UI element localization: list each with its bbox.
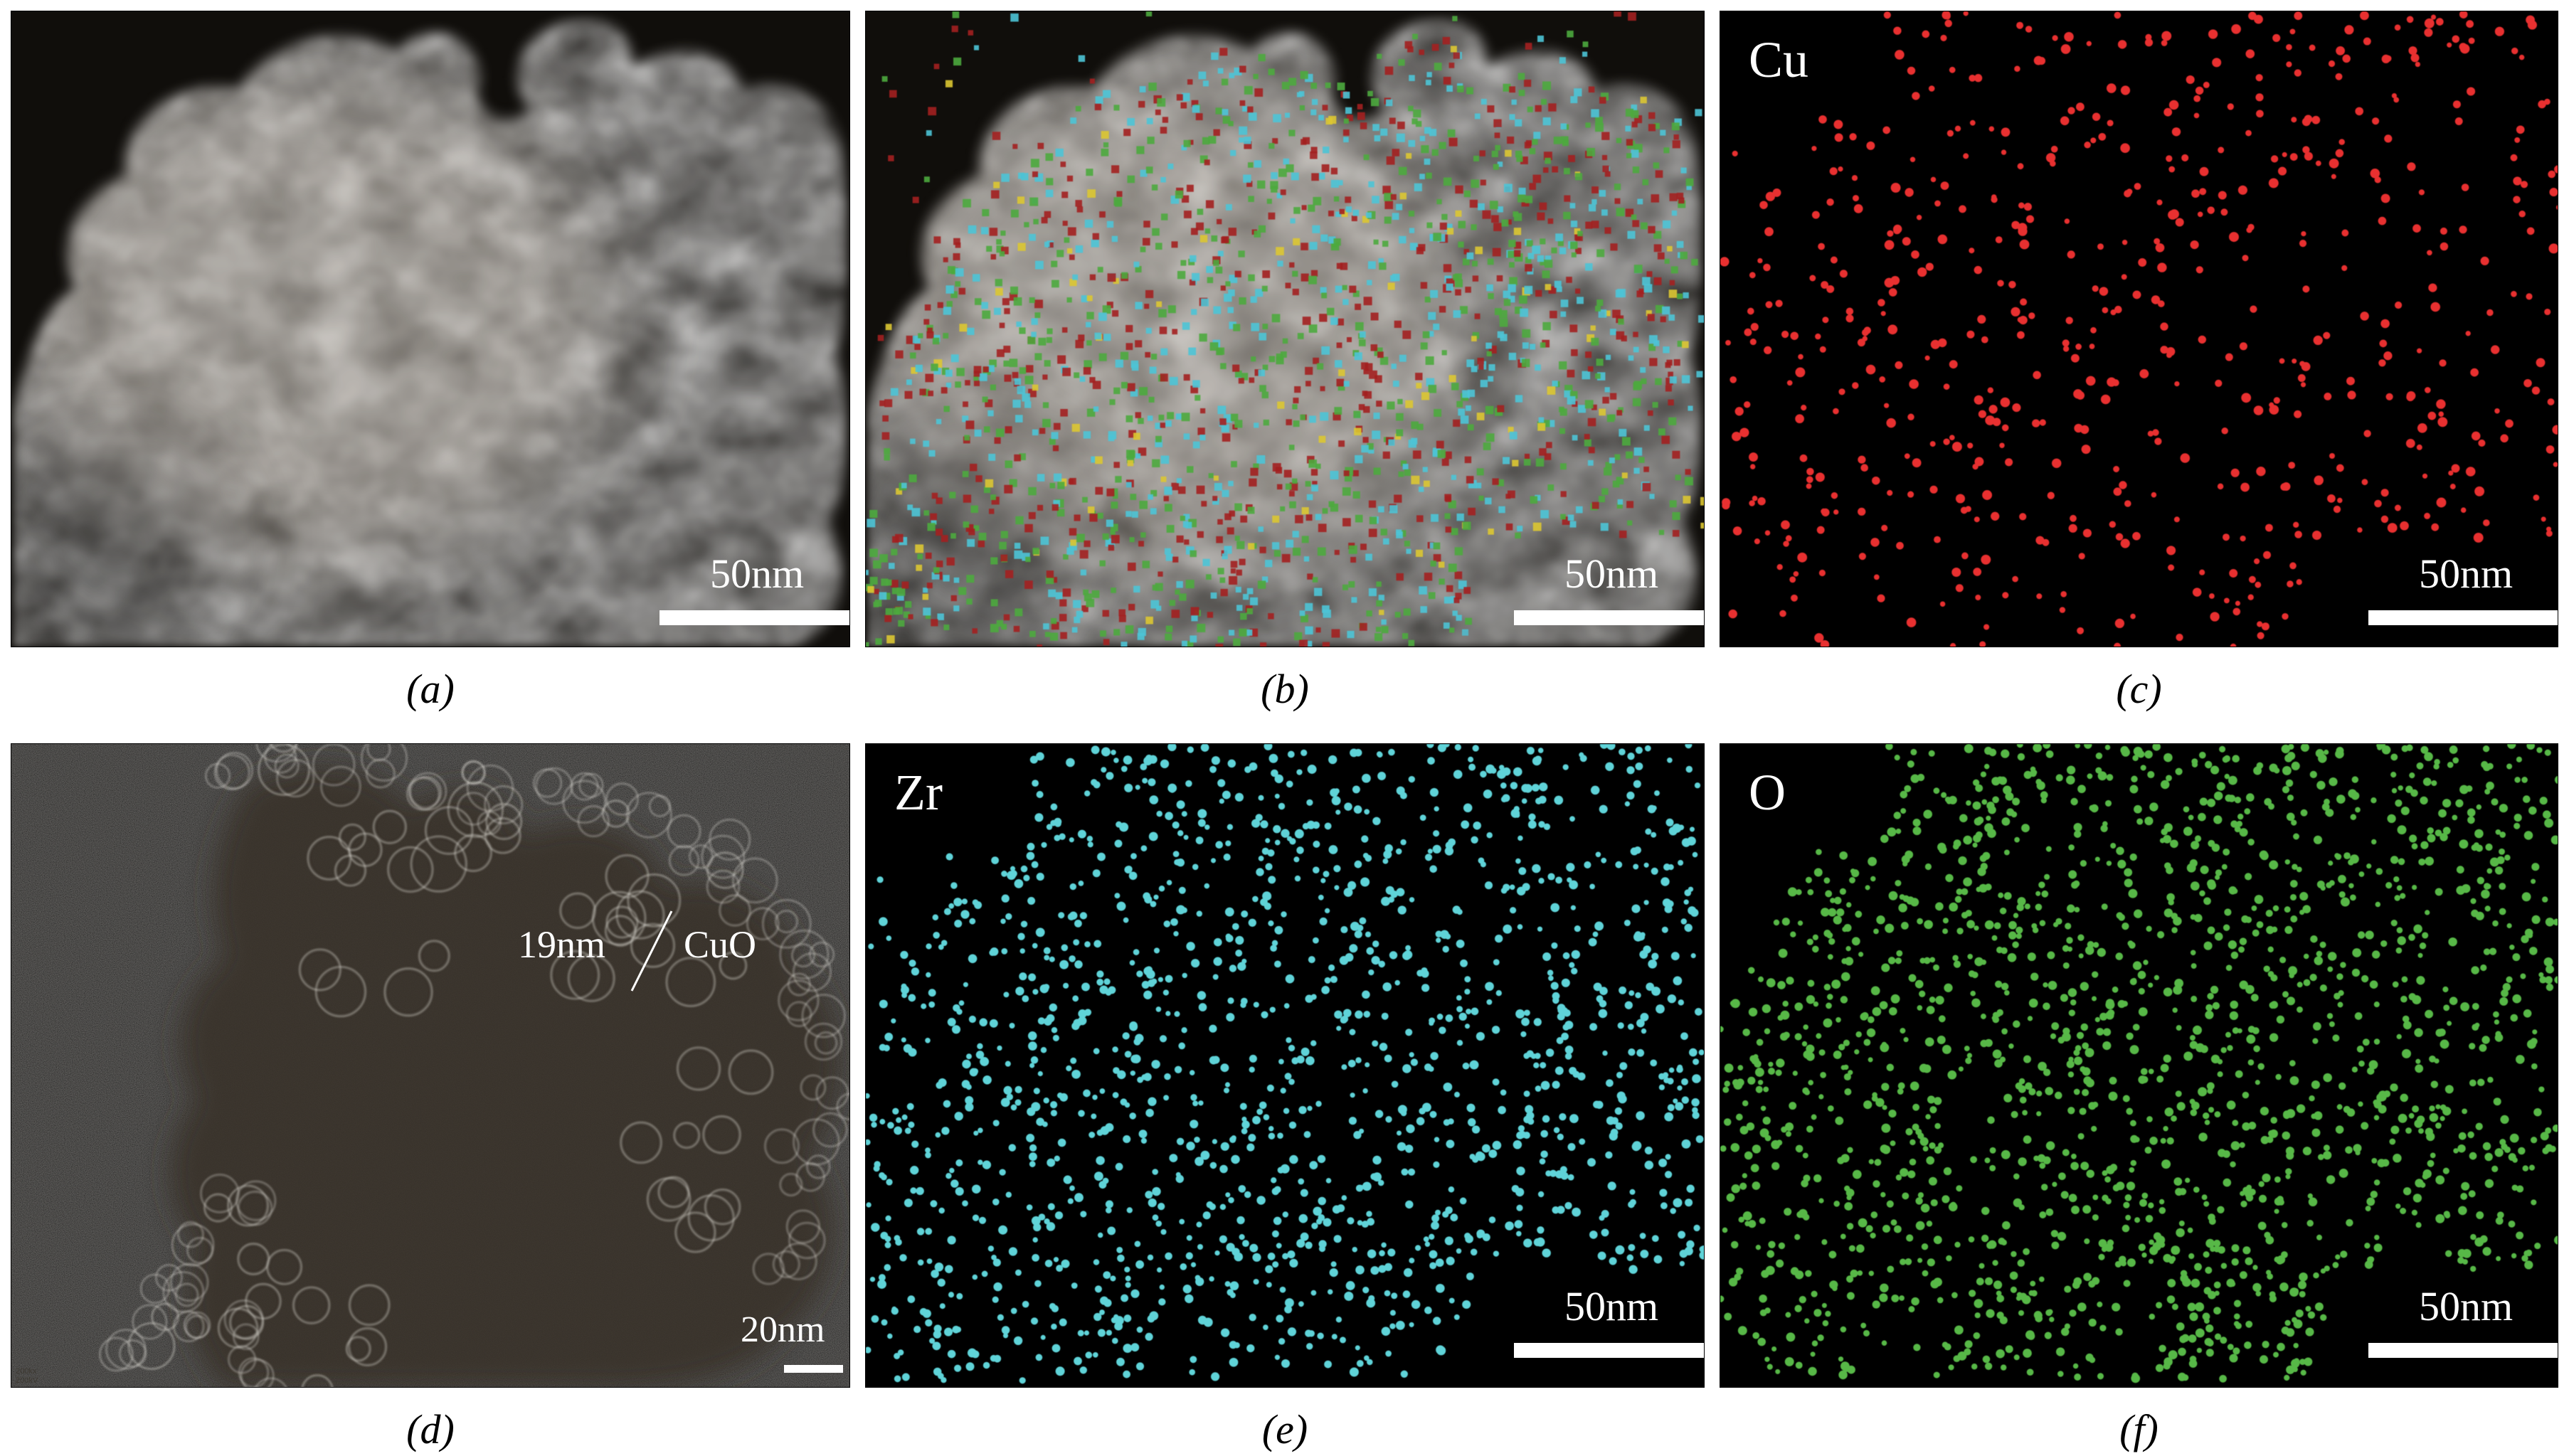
svg-text:200kx: 200kx <box>16 1367 37 1376</box>
svg-text:CuO: CuO <box>684 923 756 966</box>
svg-text:50nm: 50nm <box>710 551 804 597</box>
svg-text:19nm: 19nm <box>518 923 605 966</box>
svg-text:50nm: 50nm <box>1564 551 1658 597</box>
svg-text:50nm: 50nm <box>2419 551 2513 597</box>
svg-text:50nm: 50nm <box>1564 1283 1658 1329</box>
svg-text:Zr: Zr <box>894 764 943 821</box>
svg-text:20nm: 20nm <box>741 1309 825 1350</box>
svg-text:200kV: 200kV <box>16 1376 38 1385</box>
svg-text:Cu: Cu <box>1749 31 1808 88</box>
